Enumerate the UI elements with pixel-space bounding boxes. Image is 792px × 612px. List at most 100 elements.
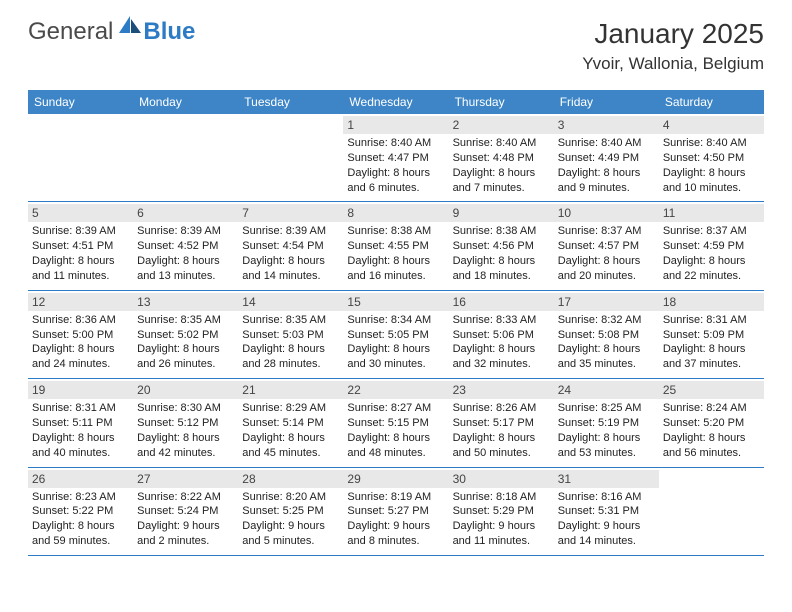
day-number: 7 bbox=[238, 204, 343, 222]
daylight-text: Daylight: 8 hours and 48 minutes. bbox=[347, 431, 444, 461]
day-cell: 17 Sunrise: 8:32 AMSunset: 5:08 PMDayligh… bbox=[554, 291, 659, 378]
day-cell: 10Sunrise: 8:37 AMSunset: 4:57 PMDayligh… bbox=[554, 202, 659, 289]
day-number: 31 bbox=[554, 470, 659, 488]
sunset-text: Sunset: 4:59 PM bbox=[663, 239, 760, 254]
sunset-text: Sunset: 5:19 PM bbox=[558, 416, 655, 431]
weekday-header: Thursday bbox=[449, 90, 554, 114]
day-details: Sunrise: 8:18 AMSunset: 5:29 PMDaylight:… bbox=[453, 490, 550, 549]
day-cell bbox=[28, 114, 133, 201]
sunrise-text: Sunrise: 8:16 AM bbox=[558, 490, 655, 505]
sunrise-text: Sunrise: 8:38 AM bbox=[453, 224, 550, 239]
day-details: Sunrise: 8:32 AMSunset: 5:08 PMDaylight:… bbox=[558, 313, 655, 372]
day-cell: 3Sunrise: 8:40 AMSunset: 4:49 PMDaylight… bbox=[554, 114, 659, 201]
sunrise-text: Sunrise: 8:40 AM bbox=[558, 136, 655, 151]
day-number: 12 bbox=[28, 293, 133, 311]
logo-sail-icon bbox=[119, 16, 141, 34]
day-number: 17 bbox=[554, 293, 659, 311]
daylight-text: Daylight: 9 hours and 8 minutes. bbox=[347, 519, 444, 549]
day-cell: 7Sunrise: 8:39 AMSunset: 4:54 PMDaylight… bbox=[238, 202, 343, 289]
week-row: 12 Sunrise: 8:36 AMSunset: 5:00 PMDayligh… bbox=[28, 291, 764, 379]
daylight-text: Daylight: 8 hours and 7 minutes. bbox=[453, 166, 550, 196]
sunset-text: Sunset: 4:50 PM bbox=[663, 151, 760, 166]
day-cell: 26Sunrise: 8:23 AMSunset: 5:22 PMDayligh… bbox=[28, 468, 133, 555]
day-details: Sunrise: 8:38 AMSunset: 4:56 PMDaylight:… bbox=[453, 224, 550, 283]
weekday-header: Tuesday bbox=[238, 90, 343, 114]
weekday-header: Friday bbox=[554, 90, 659, 114]
daylight-text: Daylight: 8 hours and 56 minutes. bbox=[663, 431, 760, 461]
sunrise-text: Sunrise: 8:29 AM bbox=[242, 401, 339, 416]
daylight-text: Daylight: 8 hours and 53 minutes. bbox=[558, 431, 655, 461]
day-cell: 16 Sunrise: 8:33 AMSunset: 5:06 PMDayligh… bbox=[449, 291, 554, 378]
day-number: 26 bbox=[28, 470, 133, 488]
day-details: Sunrise: 8:35 AMSunset: 5:02 PMDaylight:… bbox=[137, 313, 234, 372]
daylight-text: Daylight: 9 hours and 2 minutes. bbox=[137, 519, 234, 549]
daylight-text: Daylight: 8 hours and 37 minutes. bbox=[663, 342, 760, 372]
sunset-text: Sunset: 5:00 PM bbox=[32, 328, 129, 343]
week-row: 1Sunrise: 8:40 AMSunset: 4:47 PMDaylight… bbox=[28, 114, 764, 202]
day-details: Sunrise: 8:38 AMSunset: 4:55 PMDaylight:… bbox=[347, 224, 444, 283]
calendar: SundayMondayTuesdayWednesdayThursdayFrid… bbox=[28, 90, 764, 556]
sunset-text: Sunset: 5:02 PM bbox=[137, 328, 234, 343]
daylight-text: Daylight: 8 hours and 35 minutes. bbox=[558, 342, 655, 372]
day-number: 29 bbox=[343, 470, 448, 488]
daylight-text: Daylight: 8 hours and 9 minutes. bbox=[558, 166, 655, 196]
daylight-text: Daylight: 8 hours and 40 minutes. bbox=[32, 431, 129, 461]
daylight-text: Daylight: 8 hours and 42 minutes. bbox=[137, 431, 234, 461]
weekday-header: Sunday bbox=[28, 90, 133, 114]
title-block: January 2025 Yvoir, Wallonia, Belgium bbox=[582, 18, 764, 74]
daylight-text: Daylight: 8 hours and 18 minutes. bbox=[453, 254, 550, 284]
day-details: Sunrise: 8:39 AMSunset: 4:52 PMDaylight:… bbox=[137, 224, 234, 283]
sunset-text: Sunset: 4:52 PM bbox=[137, 239, 234, 254]
sunset-text: Sunset: 5:08 PM bbox=[558, 328, 655, 343]
day-cell: 29Sunrise: 8:19 AMSunset: 5:27 PMDayligh… bbox=[343, 468, 448, 555]
day-number: 9 bbox=[449, 204, 554, 222]
sunrise-text: Sunrise: 8:23 AM bbox=[32, 490, 129, 505]
sunset-text: Sunset: 5:29 PM bbox=[453, 504, 550, 519]
day-cell: 9 Sunrise: 8:38 AMSunset: 4:56 PMDaylight… bbox=[449, 202, 554, 289]
day-cell: 15 Sunrise: 8:34 AMSunset: 5:05 PMDayligh… bbox=[343, 291, 448, 378]
day-cell: 6 Sunrise: 8:39 AMSunset: 4:52 PMDaylight… bbox=[133, 202, 238, 289]
sunrise-text: Sunrise: 8:19 AM bbox=[347, 490, 444, 505]
daylight-text: Daylight: 8 hours and 13 minutes. bbox=[137, 254, 234, 284]
sunrise-text: Sunrise: 8:40 AM bbox=[347, 136, 444, 151]
day-details: Sunrise: 8:40 AMSunset: 4:50 PMDaylight:… bbox=[663, 136, 760, 195]
sunrise-text: Sunrise: 8:40 AM bbox=[453, 136, 550, 151]
day-number: 6 bbox=[133, 204, 238, 222]
sunset-text: Sunset: 5:20 PM bbox=[663, 416, 760, 431]
sunrise-text: Sunrise: 8:31 AM bbox=[32, 401, 129, 416]
header: General Blue January 2025 Yvoir, Walloni… bbox=[0, 0, 792, 82]
day-number: 19 bbox=[28, 381, 133, 399]
daylight-text: Daylight: 8 hours and 50 minutes. bbox=[453, 431, 550, 461]
sunrise-text: Sunrise: 8:35 AM bbox=[242, 313, 339, 328]
day-details: Sunrise: 8:37 AMSunset: 4:59 PMDaylight:… bbox=[663, 224, 760, 283]
day-number: 10 bbox=[554, 204, 659, 222]
day-number: 28 bbox=[238, 470, 343, 488]
day-cell: 14Sunrise: 8:35 AMSunset: 5:03 PMDayligh… bbox=[238, 291, 343, 378]
day-details: Sunrise: 8:26 AMSunset: 5:17 PMDaylight:… bbox=[453, 401, 550, 460]
day-details: Sunrise: 8:29 AMSunset: 5:14 PMDaylight:… bbox=[242, 401, 339, 460]
sunrise-text: Sunrise: 8:33 AM bbox=[453, 313, 550, 328]
sunset-text: Sunset: 5:05 PM bbox=[347, 328, 444, 343]
day-number: 21 bbox=[238, 381, 343, 399]
sunset-text: Sunset: 5:15 PM bbox=[347, 416, 444, 431]
day-details: Sunrise: 8:34 AMSunset: 5:05 PMDaylight:… bbox=[347, 313, 444, 372]
day-cell bbox=[659, 468, 764, 555]
daylight-text: Daylight: 8 hours and 22 minutes. bbox=[663, 254, 760, 284]
day-number: 1 bbox=[343, 116, 448, 134]
day-details: Sunrise: 8:24 AMSunset: 5:20 PMDaylight:… bbox=[663, 401, 760, 460]
day-number: 15 bbox=[343, 293, 448, 311]
sunset-text: Sunset: 4:48 PM bbox=[453, 151, 550, 166]
calendar-grid: 1Sunrise: 8:40 AMSunset: 4:47 PMDaylight… bbox=[28, 114, 764, 556]
day-number: 13 bbox=[133, 293, 238, 311]
day-number: 3 bbox=[554, 116, 659, 134]
logo: General Blue bbox=[28, 18, 195, 46]
day-cell: 30Sunrise: 8:18 AMSunset: 5:29 PMDayligh… bbox=[449, 468, 554, 555]
sunset-text: Sunset: 4:47 PM bbox=[347, 151, 444, 166]
sunrise-text: Sunrise: 8:40 AM bbox=[663, 136, 760, 151]
day-cell: 13 Sunrise: 8:35 AMSunset: 5:02 PMDayligh… bbox=[133, 291, 238, 378]
daylight-text: Daylight: 8 hours and 14 minutes. bbox=[242, 254, 339, 284]
day-details: Sunrise: 8:33 AMSunset: 5:06 PMDaylight:… bbox=[453, 313, 550, 372]
day-number: 16 bbox=[449, 293, 554, 311]
day-cell: 25Sunrise: 8:24 AMSunset: 5:20 PMDayligh… bbox=[659, 379, 764, 466]
day-details: Sunrise: 8:36 AMSunset: 5:00 PMDaylight:… bbox=[32, 313, 129, 372]
